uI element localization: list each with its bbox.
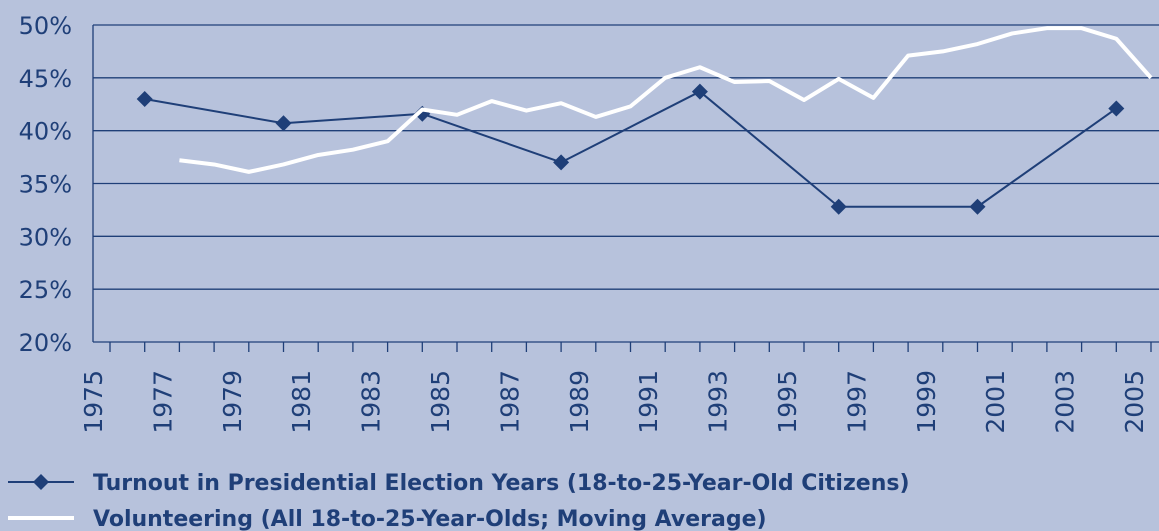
legend: Turnout in Presidential Election Years (…	[8, 471, 910, 531]
x-tick-label: 1989	[565, 370, 594, 434]
gridlines	[93, 24, 1159, 343]
x-tick-label: 1975	[79, 370, 108, 434]
x-tick-label: 2005	[1120, 370, 1149, 434]
x-tick-label: 1977	[148, 370, 177, 434]
x-tick-label: 1979	[218, 370, 247, 434]
turnout-marker	[136, 90, 153, 107]
y-tick-label: 25%	[19, 276, 72, 304]
axes: 20% 25% 30% 35% 40% 45% 50% 1975 1977 1979 1981 198…	[19, 12, 1152, 434]
x-tick-label: 1983	[357, 370, 386, 434]
x-tick-label: 1985	[426, 370, 455, 434]
series	[136, 26, 1153, 215]
x-tick-label: 1993	[704, 370, 733, 434]
legend-volunteering-label: Volunteering (All 18-to-25-Year-Olds; Mo…	[93, 507, 767, 531]
x-tick-label: 1981	[287, 370, 316, 434]
turnout-marker	[1108, 100, 1125, 117]
y-tick-label: 35%	[19, 171, 72, 199]
turnout-marker	[830, 198, 847, 215]
turnout-line	[144, 90, 1117, 208]
volunteering-line	[179, 26, 1153, 174]
y-tick-label: 20%	[19, 329, 72, 357]
x-tick-label: 2001	[981, 370, 1010, 434]
x-tick-label: 2003	[1051, 370, 1080, 434]
x-tick-label: 1991	[634, 370, 663, 434]
x-tick-label: 1997	[842, 370, 871, 434]
legend-turnout-label: Turnout in Presidential Election Years (…	[93, 471, 910, 496]
x-tick-label: 1987	[495, 370, 524, 434]
turnout-marker	[553, 154, 570, 171]
x-tick-label: 1995	[773, 370, 802, 434]
y-tick-label: 45%	[19, 65, 72, 93]
x-tick-label: 1999	[912, 370, 941, 434]
y-tick-label: 30%	[19, 223, 72, 251]
turnout-marker	[969, 198, 986, 215]
y-tick-label: 50%	[19, 12, 72, 40]
y-tick-label: 40%	[19, 118, 72, 146]
turnout-marker	[275, 115, 292, 132]
legend-turnout-marker	[33, 474, 49, 490]
turnout-marker	[691, 83, 708, 100]
